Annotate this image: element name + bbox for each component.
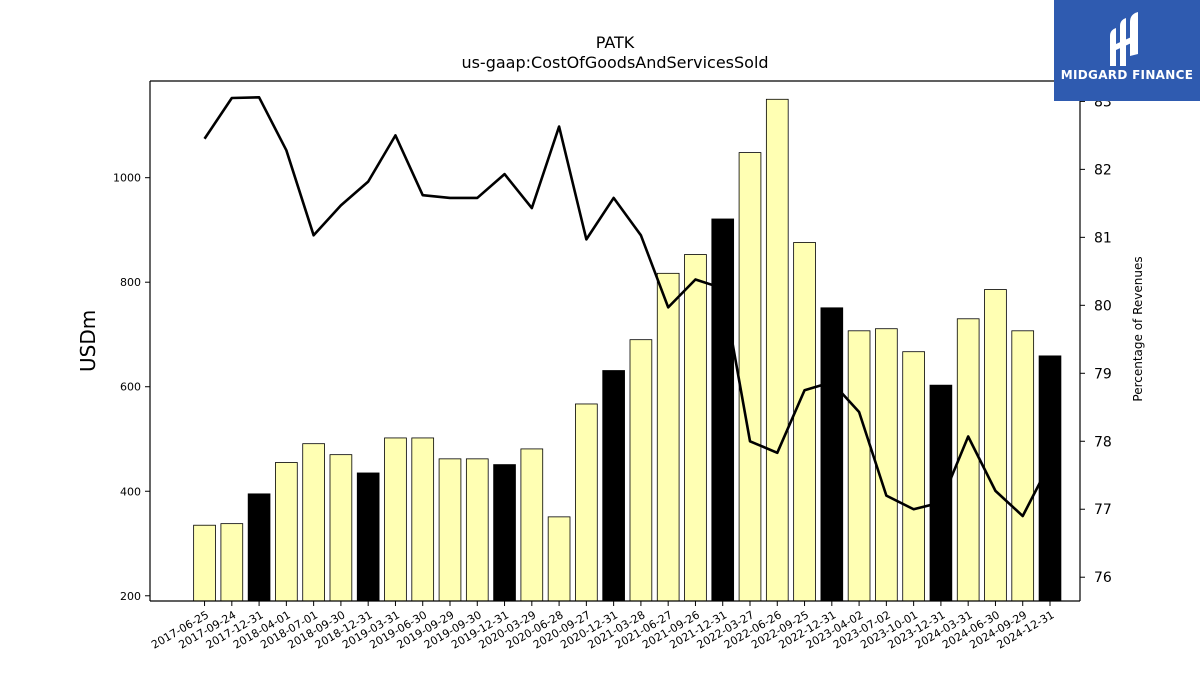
y2-tick-label-81: 81 — [1094, 230, 1112, 246]
brand-logo-icon — [1110, 12, 1138, 66]
bar-2018-09-30 — [329, 454, 353, 602]
brand-logo: MIDGARD FINANCE — [1054, 0, 1200, 101]
bar-2021-03-28 — [629, 339, 653, 602]
bar-2017-09-24 — [220, 523, 244, 602]
y-tick-label-600: 600 — [120, 381, 141, 394]
bar-2023-10-01 — [902, 351, 925, 602]
y2-tick-label-80: 80 — [1094, 298, 1112, 314]
bar-2023-07-02 — [875, 328, 898, 602]
bar-2019-09-29 — [438, 458, 462, 602]
bar-2017-12-31 — [247, 493, 271, 602]
bar-2021-06-27 — [656, 272, 680, 602]
bar-2023-12-31 — [929, 384, 953, 602]
brand-logo-text: MIDGARD FINANCE — [1060, 68, 1194, 82]
y-tick-label-1000: 1000 — [113, 172, 141, 185]
y2-tick-label-77: 77 — [1094, 502, 1112, 518]
bar-2020-09-27 — [575, 403, 598, 602]
y-tick-label-400: 400 — [120, 485, 141, 498]
bar-2021-09-26 — [684, 254, 707, 602]
y-tick-label-200: 200 — [120, 590, 141, 603]
bar-2019-09-30 — [465, 458, 489, 602]
bar-2018-07-01 — [302, 443, 325, 602]
y2-tick-label-76: 76 — [1094, 570, 1112, 586]
bar-2018-04-01 — [275, 462, 298, 602]
y-tick-label-800: 800 — [120, 276, 141, 289]
bar-2019-06-30 — [411, 437, 435, 602]
pct-revenue-line — [203, 96, 1052, 518]
bar-2021-12-31 — [711, 218, 735, 602]
bar-2022-09-25 — [793, 242, 816, 602]
y2-tick-label-78: 78 — [1094, 434, 1112, 450]
bar-2024-06-30 — [984, 289, 1007, 602]
chart-subtitle: us-gaap:CostOfGoodsAndServicesSold — [461, 53, 769, 72]
bar-2017-06-25 — [193, 524, 216, 602]
bar-2022-03-27 — [738, 152, 762, 602]
bar-2020-03-29 — [520, 448, 544, 602]
bar-2024-03-31 — [956, 318, 980, 602]
chart-title: PATK — [595, 33, 635, 52]
bar-2022-12-31 — [820, 307, 844, 602]
y2-tick-label-79: 79 — [1094, 366, 1112, 382]
bar-2024-09-29 — [1011, 330, 1035, 602]
bar-2020-12-31 — [602, 370, 625, 602]
bar-2022-06-26 — [765, 98, 789, 602]
bar-2018-12-31 — [356, 472, 380, 602]
bar-2019-03-31 — [384, 437, 407, 602]
y2-tick-label-82: 82 — [1094, 162, 1112, 178]
bar-2019-12-31 — [493, 464, 516, 602]
bar-2020-06-28 — [547, 516, 571, 602]
bar-2023-04-02 — [847, 330, 871, 602]
